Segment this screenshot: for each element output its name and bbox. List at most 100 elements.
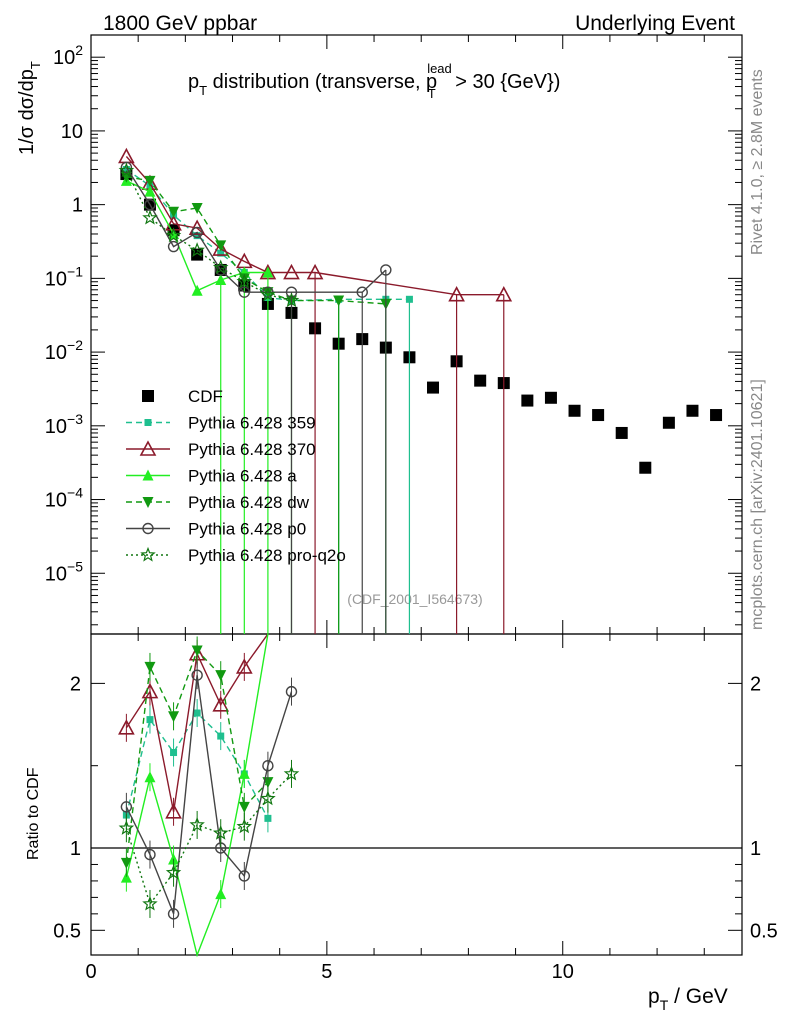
series-line-p370 — [125, 156, 504, 296]
data-point-pp0 — [144, 198, 156, 211]
ratio-point-pp0 — [144, 848, 156, 861]
ratio-point-pa — [215, 888, 227, 900]
legend-entry-pq2o: Pythia 6.428 pro-q2o — [126, 546, 346, 565]
data-point-pdw — [120, 171, 132, 183]
legend-label-p370: Pythia 6.428 370 — [188, 440, 316, 459]
plot-title-rest: distribution (transverse, p — [207, 71, 437, 93]
data-point-pa — [144, 185, 156, 197]
data-point-cdf — [568, 404, 581, 417]
legend-label-pq2o: Pythia 6.428 pro-q2o — [188, 546, 346, 565]
y-tick-label-exp: −3 — [67, 411, 83, 427]
data-point-cdf — [710, 409, 723, 422]
main-plot-group — [118, 147, 723, 634]
data-point-pq2o — [283, 292, 300, 308]
data-point-pp0 — [120, 161, 133, 174]
analysis-tag: (CDF_2001_I564673) — [347, 591, 482, 607]
y-tick-label: 1 — [72, 195, 83, 217]
series-pq2o — [118, 162, 300, 308]
data-point-pdw — [238, 273, 250, 285]
data-point-cdf — [427, 381, 440, 394]
data-point-pp0 — [356, 286, 368, 298]
ratio-point-p359 — [193, 709, 201, 717]
ratio-point-p359 — [146, 716, 154, 724]
y-tick-label-exp: −5 — [67, 558, 83, 574]
y-tick-label-base: 10 — [45, 490, 67, 512]
ratio-point-pq2o — [283, 765, 300, 781]
main-plot-frame — [90, 34, 743, 635]
data-point-p370 — [212, 240, 230, 256]
data-point-cdf — [474, 374, 487, 387]
data-point-pa — [191, 284, 203, 296]
ratio-point-pdw — [120, 857, 132, 869]
legend-entry-p370: Pythia 6.428 370 — [126, 440, 316, 459]
ratio-point-pdw — [238, 801, 250, 813]
ratio-point-pq2o — [142, 895, 158, 911]
legend-marker-cdf — [142, 390, 154, 402]
y-tick-label: 10−1 — [45, 263, 83, 290]
legend-entry-pdw: Pythia 6.428 dw — [126, 493, 310, 512]
ratio-series-p370 — [118, 633, 269, 826]
ratio-line-pq2o — [125, 773, 293, 906]
legend-label-cdf: CDF — [188, 387, 223, 406]
data-point-cdf — [544, 391, 557, 404]
ratio-point-pa — [144, 771, 156, 783]
data-point-pp0 — [191, 226, 203, 239]
legend-label-pa: Pythia 6.428 a — [188, 467, 297, 486]
ratio-point-pp0 — [191, 669, 203, 681]
ratio-point-pdw — [191, 645, 203, 657]
data-point-cdf — [592, 409, 605, 422]
data-point-cdf — [521, 394, 534, 407]
plot-title-end: > 30 {GeV}) — [450, 71, 561, 93]
legend-marker-pq2o — [140, 546, 156, 562]
y-tick-label: 10−4 — [45, 485, 83, 512]
legend-marker-pa — [142, 469, 154, 481]
x-tick-label: 5 — [321, 961, 332, 983]
data-point-pdw — [168, 206, 180, 218]
y-tick-label-base: 10 — [45, 563, 67, 585]
data-point-pq2o — [212, 259, 229, 275]
data-point-pdw — [144, 175, 156, 187]
x-axis-label-sub: T — [660, 997, 669, 1013]
ratio-point-p359 — [217, 732, 225, 740]
legend-entry-cdf: CDF — [142, 387, 223, 406]
data-point-pp0 — [215, 264, 227, 276]
data-point-p370 — [495, 286, 513, 302]
y-axis-label: 1/σ dσ/dpT — [16, 61, 43, 155]
ratio-tick-label-left: 2 — [70, 673, 81, 695]
ratio-point-pa — [120, 871, 132, 883]
data-point-cdf — [639, 461, 652, 474]
data-point-pdw — [191, 203, 203, 215]
rivet-version-label: Rivet 4.1.0, ≥ 2.8M events — [749, 69, 766, 255]
ratio-tick-label-right: 2 — [750, 673, 761, 695]
ratio-line-pp0 — [125, 675, 293, 915]
data-point-p370 — [118, 147, 135, 164]
data-point-pq2o — [118, 162, 135, 178]
data-point-pq2o — [165, 227, 182, 243]
data-point-p370 — [448, 286, 465, 302]
y-tick-label-base: 10 — [45, 342, 67, 364]
ratio-point-pdw — [144, 661, 156, 673]
header-left: 1800 GeV ppbar — [103, 12, 257, 35]
data-point-pa — [262, 266, 274, 278]
y-tick-label: 10−5 — [45, 558, 83, 585]
legend-entry-p359: Pythia 6.428 359 — [126, 414, 316, 433]
plot-title-sub2: T — [428, 86, 436, 101]
data-point-p359 — [193, 232, 201, 240]
y-tick-label-base: 10 — [53, 47, 75, 69]
y-tick-label-exp: −1 — [67, 263, 83, 279]
ratio-series-pq2o — [118, 759, 300, 918]
legend-label-pdw: Pythia 6.428 dw — [188, 493, 310, 512]
ratio-y-axis-label: Ratio to CDF — [25, 767, 42, 860]
data-point-p359 — [217, 249, 225, 257]
y-tick-label-exp: −2 — [67, 337, 83, 353]
ratio-point-p370 — [165, 803, 182, 819]
legend-marker-pp0 — [142, 522, 154, 535]
data-point-pq2o — [189, 242, 205, 257]
x-tick-label: 10 — [552, 961, 574, 983]
ratio-point-pq2o — [236, 818, 253, 834]
y-tick-label-exp: −4 — [67, 485, 83, 501]
legend-entry-pa: Pythia 6.428 a — [126, 467, 297, 486]
series-line-pdw — [126, 175, 386, 305]
